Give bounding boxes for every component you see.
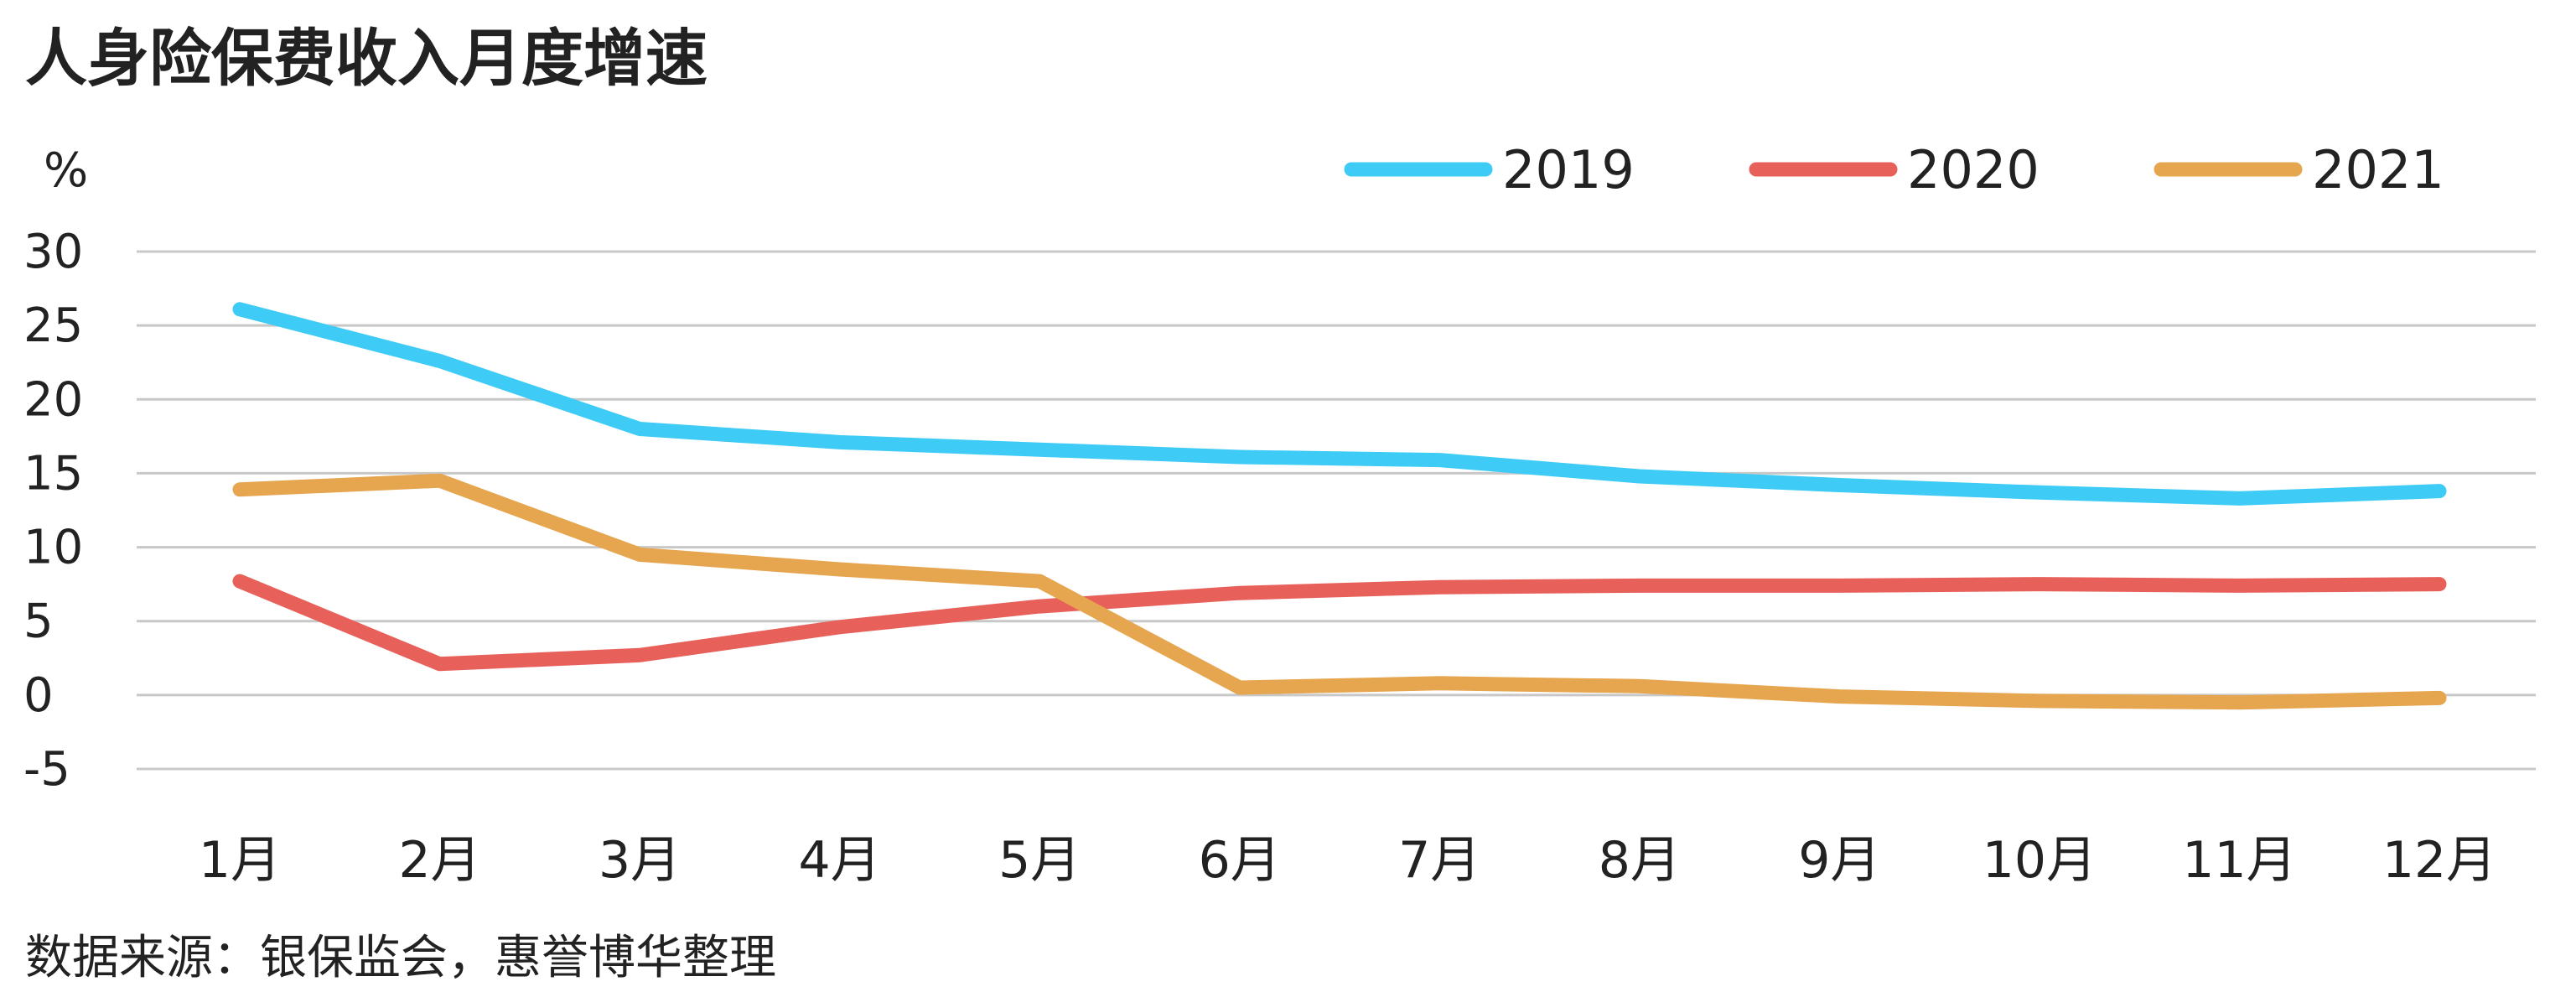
x-axis-tick-labels: 1月 2月 3月 4月 5月 6月 7月 8月 9月 10月 11月 12月: [199, 831, 2496, 890]
chart-title: 人身险保费收入月度增速: [25, 23, 707, 95]
legend-label-2019: 2019: [1502, 139, 1635, 200]
series-line-2020: [232, 574, 2447, 672]
y-axis-unit-label: %: [44, 143, 88, 198]
x-tick-label: 3月: [599, 831, 681, 890]
x-tick-label: 6月: [1199, 831, 1281, 890]
y-tick-label: 25: [23, 299, 83, 353]
x-tick-label: 5月: [998, 831, 1081, 890]
x-tick-label: 9月: [1798, 831, 1880, 890]
legend-label-2021: 2021: [2312, 139, 2444, 200]
y-tick-label: 5: [23, 595, 54, 649]
y-tick-label: 10: [23, 521, 83, 575]
x-tick-label: 4月: [799, 831, 881, 890]
x-tick-label: 1月: [199, 831, 281, 890]
x-tick-label: 10月: [1983, 831, 2097, 890]
x-tick-label: 12月: [2382, 831, 2496, 890]
y-tick-label: 30: [23, 225, 83, 279]
x-tick-label: 2月: [398, 831, 480, 890]
y-axis-tick-labels: 30 25 20 15 10 5 0 -5: [23, 225, 83, 797]
y-tick-label: 0: [23, 668, 54, 723]
x-tick-label: 7月: [1398, 831, 1480, 890]
y-tick-label: 20: [23, 372, 83, 427]
series-line-2019: [232, 302, 2447, 506]
legend: 2019 2020 2021: [1344, 139, 2444, 200]
y-tick-label: -5: [23, 742, 70, 797]
y-tick-label: 15: [23, 446, 83, 501]
series-lines: [232, 302, 2447, 710]
source-note: 数据来源：银保监会，惠誉博华整理: [25, 931, 776, 985]
x-tick-label: 8月: [1599, 831, 1681, 890]
legend-label-2020: 2020: [1907, 139, 2040, 200]
x-tick-label: 11月: [2182, 831, 2296, 890]
series-line-2021: [232, 473, 2447, 710]
